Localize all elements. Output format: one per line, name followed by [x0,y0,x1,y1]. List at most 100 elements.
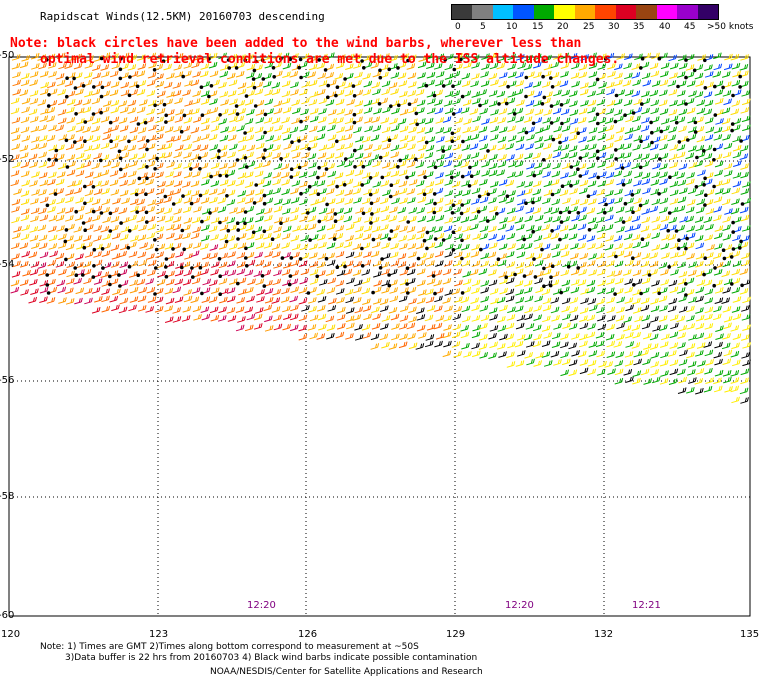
wind-barb [631,71,641,79]
wind-barb [649,143,659,151]
wind-barb [399,90,408,98]
wind-barb [172,135,182,142]
wind-barb [364,216,373,223]
wind-barb [641,117,650,124]
wind-barb [37,99,47,106]
contamination-circle [414,157,418,162]
wind-barb [55,178,65,186]
wind-barb [641,277,651,285]
wind-barb [201,178,210,186]
wind-barb [174,269,184,277]
wind-barb [730,108,740,116]
wind-barb [471,350,481,358]
wind-barb [478,126,488,133]
wind-barb [632,79,641,86]
wind-barb [651,244,661,251]
contamination-circle [451,112,456,116]
wind-barb [442,331,452,339]
wind-barb [622,79,632,87]
wind-barb [155,207,165,214]
wind-barb [290,196,300,204]
contamination-circle [290,140,294,144]
contamination-circle [83,139,87,143]
wind-barb [388,215,398,222]
wind-barb [568,223,578,231]
wind-barb [219,296,228,304]
contamination-circle [73,86,78,90]
wind-barb [325,99,335,106]
wind-barb [553,323,562,330]
wind-barb [669,198,679,205]
wind-barb [46,134,56,142]
wind-barb [632,223,641,231]
contamination-circle [406,58,410,63]
wind-barb [298,171,308,178]
wind-barb [525,108,534,116]
wind-barb [688,296,697,304]
contamination-circle [731,230,735,234]
wind-barb [695,314,705,322]
wind-barb [731,187,741,195]
wind-barb [218,306,227,314]
wind-barb [659,178,668,185]
wind-barb [541,224,550,231]
wind-barb [127,179,137,186]
wind-barb [686,199,696,206]
contamination-circle [154,247,159,252]
contamination-circle [657,192,661,196]
wind-barb [390,144,400,152]
wind-barb [373,270,382,278]
wind-barb [29,180,38,187]
contamination-circle [263,112,268,117]
wind-barb [309,332,318,340]
wind-barb [13,225,22,233]
wind-barb [272,171,282,179]
wind-barb [118,250,127,258]
wind-barb [498,196,508,204]
contamination-circle [569,165,574,169]
wind-barb [292,225,301,232]
wind-barb [624,351,634,358]
wind-barb [586,235,596,242]
wind-barb [632,377,641,385]
wind-barb [19,279,29,286]
wind-barb [327,305,337,312]
wind-barb [236,261,246,268]
wind-barb [309,243,318,250]
wind-barb [434,305,443,312]
wind-barb [309,135,318,143]
contamination-circle [334,93,338,98]
wind-barb [84,62,94,69]
wind-barb [20,233,30,241]
contamination-circle [504,101,509,106]
wind-barb [559,80,569,87]
wind-barb [723,322,732,330]
contamination-circle [153,103,157,108]
wind-barb [542,268,552,276]
wind-barb [677,387,687,394]
contamination-circle [262,229,267,234]
contamination-circle [371,290,375,295]
contamination-circle [217,149,221,153]
contamination-circle [145,176,149,181]
wind-barb [416,126,426,134]
wind-barb [568,52,578,60]
wind-barb [309,278,319,285]
wind-barb [361,172,371,179]
wind-barb [507,171,516,179]
contamination-circle [659,129,664,134]
wind-barb [310,198,319,206]
wind-barb [336,160,346,168]
wind-barb [381,268,390,276]
wind-barb [362,89,372,96]
wind-barb [20,170,30,178]
wind-barb [623,99,633,107]
wind-barb [372,54,382,61]
wind-barb [724,208,733,215]
wind-barb [669,242,679,250]
wind-barb [272,178,281,186]
wind-barb [272,144,281,152]
contamination-circle [549,121,554,125]
wind-barb [290,187,299,195]
wind-barb [532,152,541,160]
